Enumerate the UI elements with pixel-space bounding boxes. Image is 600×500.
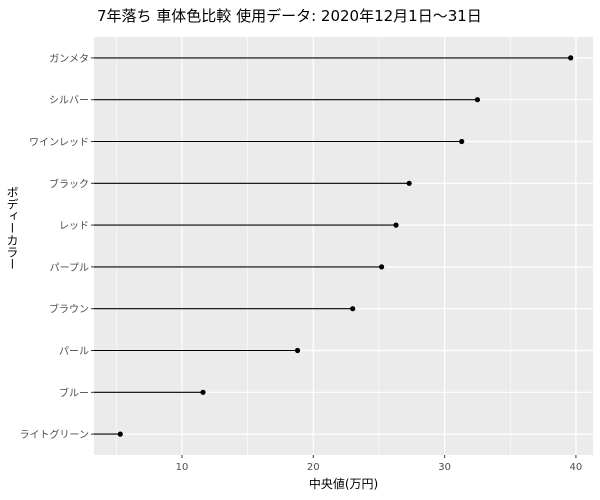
data-point bbox=[350, 306, 356, 312]
data-point bbox=[200, 389, 206, 395]
chart-title: 7年落ち 車体色比較 使用データ: 2020年12月1日〜31日 bbox=[97, 7, 482, 25]
data-point bbox=[117, 431, 123, 437]
y-tick-label: パープル bbox=[50, 262, 89, 274]
y-tick-label: ブルー bbox=[59, 386, 89, 399]
x-tick-label: 10 bbox=[176, 462, 189, 473]
x-axis-title: 中央値(万円) bbox=[309, 476, 378, 491]
data-point bbox=[406, 180, 412, 186]
data-point bbox=[393, 222, 399, 228]
x-tick-label: 40 bbox=[570, 462, 583, 473]
y-axis-title: ボディーカラー bbox=[5, 186, 19, 270]
data-point bbox=[378, 264, 385, 270]
data-marks bbox=[94, 55, 574, 437]
x-tick-label: 20 bbox=[307, 462, 320, 473]
x-tick-label: 30 bbox=[438, 462, 451, 473]
data-point bbox=[294, 347, 301, 354]
data-point bbox=[568, 55, 574, 61]
y-tick-label: レッド bbox=[59, 221, 89, 232]
y-tick-label: ブラック bbox=[49, 177, 89, 190]
y-tick-label: ワインレッド bbox=[29, 138, 89, 149]
axes: 10 20 30 40 ガンメタシルバーワインレッドブラックレッドパープルブラウンパール… bbox=[20, 53, 583, 473]
y-tick-label: ライトグリーン bbox=[20, 428, 90, 441]
y-tick-label: ガンメタ bbox=[49, 53, 89, 65]
plot-background bbox=[94, 37, 593, 455]
data-point bbox=[474, 97, 481, 103]
y-tick-label: パール bbox=[59, 346, 89, 358]
y-tick-label: ブラウン bbox=[49, 303, 89, 316]
data-point bbox=[459, 138, 465, 145]
y-tick-label: シルバー bbox=[49, 95, 89, 107]
